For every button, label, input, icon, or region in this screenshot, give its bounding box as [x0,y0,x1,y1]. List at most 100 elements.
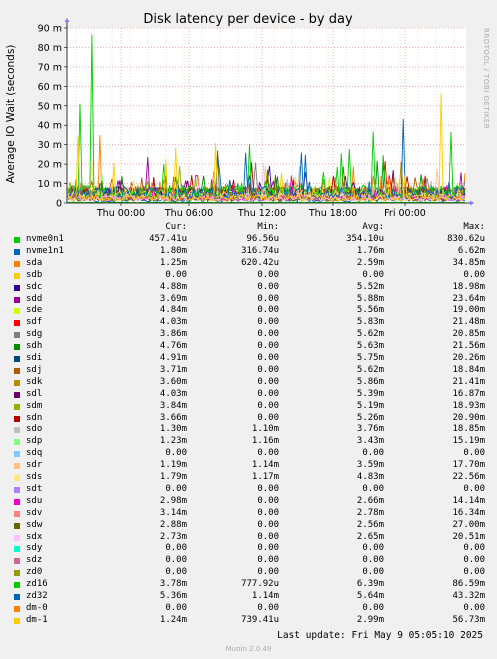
legend-row-zd32: zd32 5.36m 1.14m 5.64m 43.32m [0,591,497,603]
legend-swatch [14,403,20,410]
legend-max: 18.98m [452,281,485,292]
legend-max: 0.00 [463,269,485,280]
legend-max: 23.64m [452,293,485,304]
legend-max: 43.32m [452,591,485,601]
legend-min: 620.42u [241,257,279,268]
legend-series-name: sdu [26,495,43,506]
legend-cur: 1.24m [159,614,187,625]
legend-avg: 5.62m [356,329,384,340]
legend-row-sdc: sdc 4.88m 0.00 5.52m 18.98m [0,282,497,294]
legend-swatch [14,237,20,243]
legend-avg: 5.39m [356,388,384,399]
legend-swatch [14,451,20,458]
legend-avg: 354.10u [346,234,384,244]
y-tick-label: 30 m [38,140,62,151]
legend-max: 86.59m [452,579,485,590]
legend-avg: 5.83m [356,317,384,328]
legend-min: 0.00 [257,507,279,518]
legend-avg: 2.59m [356,257,384,268]
legend-max: 21.48m [452,317,485,328]
legend-swatch [14,594,20,600]
legend-row-sdq: sdq 0.00 0.00 0.00 0.00 [0,448,497,460]
legend-avg: 5.75m [356,353,384,363]
legend-min: 1.16m [251,436,279,447]
legend-cur: 3.69m [159,293,187,304]
legend-max: 0.00 [463,567,485,578]
legend-series-name: sde [26,305,43,316]
legend-cur: 2.88m [159,519,187,530]
legend-cur: 3.71m [159,364,187,375]
legend-row-sds: sds 1.79m 1.17m 4.83m 22.56m [0,472,497,484]
legend-max: 0.00 [463,555,485,566]
legend-series-name: sdv [26,507,43,518]
legend-swatch [14,344,20,351]
legend-min: 0.00 [257,353,279,363]
legend-cur: 0.00 [165,567,187,578]
legend-row-sdr: sdr 1.19m 1.14m 3.59m 17.70m [0,460,497,472]
legend-header-avg: Avg: [362,222,384,232]
legend-row-dm-1: dm-1 1.24m 739.41u 2.99m 56.73m [0,615,497,627]
legend-min: 0.00 [257,341,279,352]
legend-min: 0.00 [257,567,279,578]
legend-swatch [14,356,20,362]
legend-max: 22.56m [452,472,485,482]
legend-min: 0.00 [257,293,279,304]
legend-max: 21.56m [452,341,485,352]
y-axis-arrow [64,18,70,22]
legend-avg: 3.43m [356,436,384,447]
legend-max: 56.73m [452,614,485,625]
legend-avg: 0.00 [362,555,384,566]
legend-cur: 4.03m [159,317,187,328]
legend-cur: 3.86m [159,329,187,340]
legend-max: 17.70m [452,460,485,471]
legend-cur: 1.19m [159,460,187,471]
munin-version: Munin 2.0.49 [225,645,272,653]
legend-swatch [14,296,20,303]
legend-row-sdl: sdl 4.03m 0.00 5.39m 16.87m [0,389,497,401]
legend-series-name: sdo [26,424,43,435]
legend-avg: 2.99m [356,614,384,625]
legend-cur: 3.66m [159,412,187,423]
legend-min: 0.00 [257,364,279,375]
legend-avg: 4.83m [356,472,384,482]
legend-avg: 2.56m [356,519,384,530]
legend-row-sdk: sdk 3.60m 0.00 5.86m 21.41m [0,377,497,389]
legend-avg: 5.88m [356,293,384,304]
legend-min: 0.00 [257,519,279,530]
legend-max: 830.62u [447,234,485,244]
legend-series-name: nvme0n1 [26,234,64,244]
y-tick-label: 0 [56,199,62,210]
legend-swatch [14,617,20,624]
y-tick-label: 70 m [38,62,62,73]
legend-min: 0.00 [257,448,279,459]
y-tick-label: 90 m [38,24,62,35]
legend-cur: 0.00 [165,448,187,459]
legend-avg: 2.78m [356,507,384,518]
series-line-nvme0n1 [67,200,466,204]
legend-row-nvme1n1: nvme1n1 1.80m 316.74u 1.76m 6.62m [0,246,497,258]
legend-avg: 0.00 [362,269,384,280]
y-tick-label: 60 m [38,82,62,93]
legend-row-sdm: sdm 3.84m 0.00 5.19m 18.93m [0,401,497,413]
y-tick-label: 50 m [38,101,62,112]
legend-max: 20.51m [452,531,485,542]
legend-row-sdi: sdi 4.91m 0.00 5.75m 20.26m [0,353,497,365]
legend-avg: 0.00 [362,448,384,459]
legend-avg: 0.00 [362,483,384,494]
legend-series-name: dm-1 [26,614,48,625]
legend-avg: 5.56m [356,305,384,316]
legend-max: 21.41m [452,376,485,387]
legend-series-name: sdg [26,329,43,340]
legend-swatch [14,534,20,541]
legend-row-zd16: zd16 3.78m 777.92u 6.39m 86.59m [0,579,497,591]
plot-area [67,28,466,203]
legend-min: 739.41u [241,614,279,625]
legend-avg: 2.65m [356,531,384,542]
legend-cur: 4.88m [159,281,187,292]
legend-series-name: sdy [26,543,43,554]
legend-max: 6.62m [457,245,485,256]
legend-swatch [14,379,20,386]
legend-min: 0.00 [257,317,279,328]
legend-min: 1.17m [251,472,279,482]
legend-cur: 4.91m [159,353,187,363]
